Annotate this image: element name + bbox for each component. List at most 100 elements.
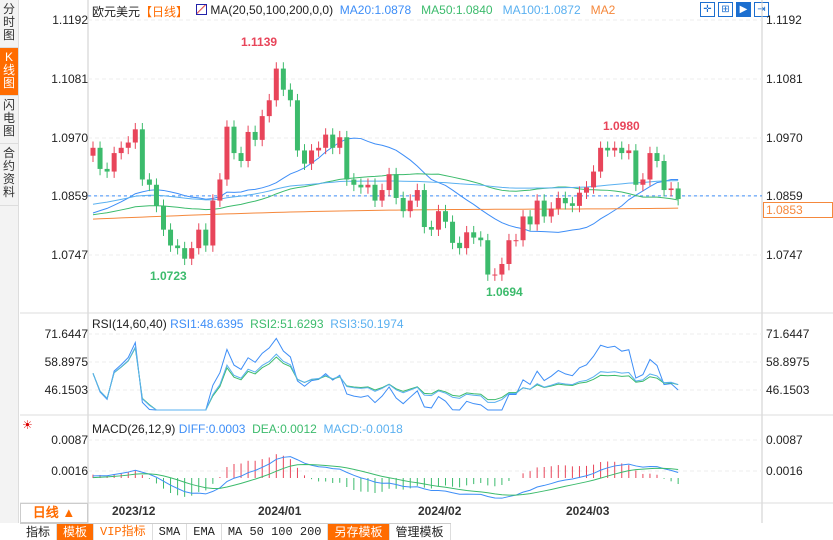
candle <box>161 205 166 230</box>
candle <box>280 68 286 90</box>
sidebar-item-kline[interactable]: K线图 <box>0 48 18 96</box>
candle <box>435 211 441 230</box>
candle <box>111 153 117 172</box>
ma50-value: MA50:1.0840 <box>421 3 493 17</box>
candle <box>90 147 96 156</box>
candle <box>598 147 604 172</box>
candle <box>478 237 484 241</box>
candle <box>548 208 554 217</box>
crosshair-icon[interactable]: ✛ <box>700 2 715 17</box>
ma100-line <box>92 180 679 205</box>
candle <box>654 153 660 162</box>
candle <box>675 188 681 200</box>
candle <box>407 200 413 212</box>
candle <box>337 137 343 148</box>
candle <box>330 134 336 148</box>
candle <box>175 245 181 249</box>
candle <box>647 153 653 180</box>
tab-indicator[interactable]: 指标 <box>20 524 58 540</box>
macd-legend: MACD(26,12,9) DIFF:0.0003 DEA:0.0012 MAC… <box>92 422 403 436</box>
ma-settings-icon[interactable] <box>196 4 207 15</box>
candle <box>668 188 674 191</box>
candle <box>358 184 364 188</box>
candle <box>400 197 406 212</box>
price-tick-right: 1.0970 <box>766 131 803 145</box>
candle <box>534 200 540 225</box>
candle <box>513 240 519 242</box>
candle <box>351 179 357 185</box>
candle <box>443 211 448 222</box>
candle <box>633 150 639 185</box>
candle <box>372 184 378 201</box>
candle <box>541 200 547 217</box>
rsi-label: RSI(14,60,40) <box>92 317 167 331</box>
candle <box>168 229 174 246</box>
candle <box>421 190 427 228</box>
candle <box>414 190 420 201</box>
ma50-line <box>92 173 679 216</box>
rsi3-line <box>92 345 679 411</box>
candle <box>132 129 138 143</box>
candle <box>584 187 589 193</box>
candle <box>153 184 159 206</box>
candle <box>302 150 307 164</box>
ma-label: MA(20,50,100,200,0,0) <box>210 3 334 17</box>
manage-template-button[interactable]: 管理模板 <box>390 524 451 540</box>
price-tick-left: 1.1192 <box>52 13 88 27</box>
price-tick-right: 1.0859 <box>766 189 803 203</box>
low-annotation: 1.0694 <box>486 285 523 299</box>
candle <box>471 232 477 238</box>
chart-title: 欧元美元【日线】 <box>92 3 188 20</box>
candle <box>379 190 385 201</box>
ma-legend: MA(20,50,100,200,0,0) MA20:1.0878 MA50:1… <box>196 3 615 17</box>
zoom-in-icon[interactable]: ▶ <box>736 2 751 17</box>
tab-ma[interactable]: MA 50 100 200 <box>222 524 329 540</box>
candle <box>203 229 209 246</box>
tab-template[interactable]: 模板 <box>57 524 95 540</box>
candle <box>210 200 216 246</box>
candle <box>661 161 667 191</box>
macd-tick: 0.0016 <box>766 464 803 478</box>
macd-tick: 0.0087 <box>51 433 88 447</box>
candle <box>506 240 512 264</box>
price-tick-left: 1.0970 <box>51 131 88 145</box>
candle <box>450 221 456 243</box>
candle <box>196 229 202 249</box>
candle <box>238 153 244 162</box>
tab-ema[interactable]: EMA <box>187 524 222 540</box>
candle <box>217 179 223 201</box>
rsi-tick: 58.8975 <box>44 355 88 369</box>
rsi-tick: 46.1503 <box>766 383 810 397</box>
candle <box>97 147 103 169</box>
candle <box>492 274 498 276</box>
candle <box>365 184 371 188</box>
tab-sma[interactable]: SMA <box>153 524 188 540</box>
candle <box>527 216 533 225</box>
ma20-line <box>92 137 679 233</box>
tab-vip-indicator[interactable]: VIP指标 <box>94 524 153 540</box>
candle <box>287 89 293 101</box>
zoom-range-icon[interactable]: ⊞ <box>718 2 733 17</box>
macd-settings-icon[interactable]: ☀ <box>22 418 33 432</box>
rsi-tick: 58.8975 <box>766 355 810 369</box>
dea-line <box>92 463 679 496</box>
candle <box>189 248 195 259</box>
candle <box>125 142 131 148</box>
candle <box>231 126 237 154</box>
candle <box>316 147 322 151</box>
sidebar-item-flash[interactable]: 闪电图 <box>0 96 18 144</box>
macd-tick: 0.0087 <box>766 433 803 447</box>
candle <box>428 227 434 230</box>
ma200-value: MA2 <box>590 3 616 17</box>
candle <box>245 131 251 162</box>
sidebar-item-contract[interactable]: 合约资料 <box>0 144 18 206</box>
candle <box>619 147 625 154</box>
price-tick-right: 1.1192 <box>766 13 802 27</box>
date-label: 2024/02 <box>418 504 462 518</box>
period-button[interactable]: 日线 ▲ <box>20 503 88 523</box>
sidebar-item-timeshare[interactable]: 分时图 <box>0 0 18 48</box>
period: 【日线】 <box>140 5 189 19</box>
candle <box>294 100 300 151</box>
save-template-button[interactable]: 另存模板 <box>328 524 390 540</box>
